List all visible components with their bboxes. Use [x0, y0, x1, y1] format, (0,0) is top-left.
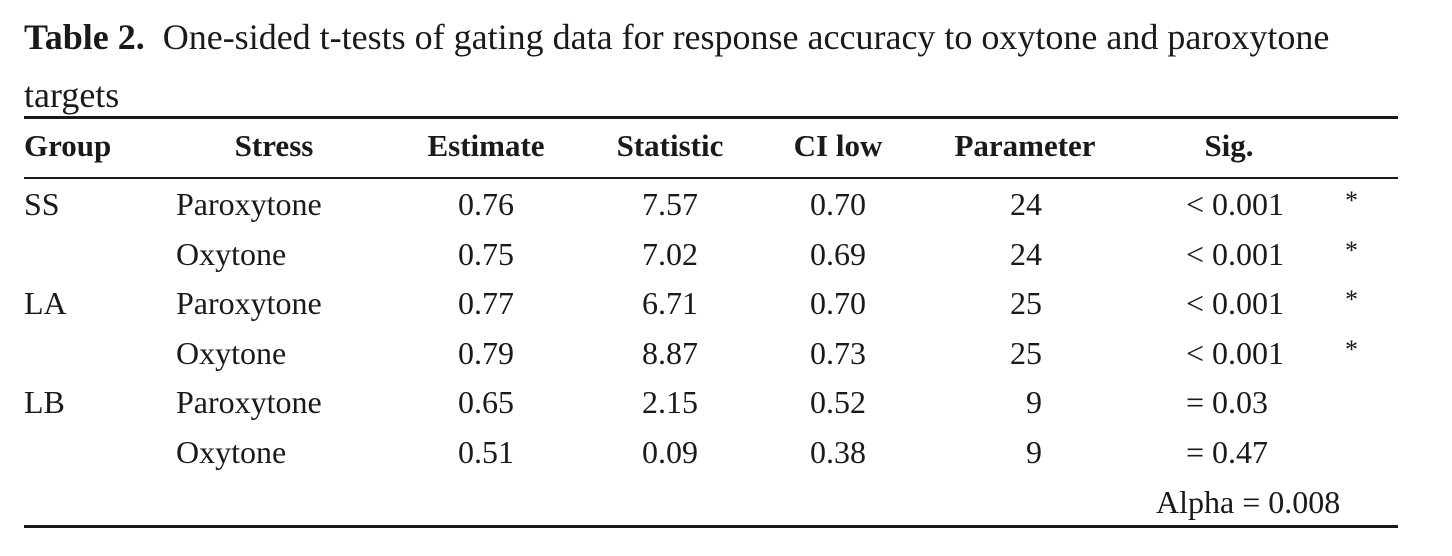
cell-estimate: 0.79 [458, 334, 514, 371]
header-estimate: Estimate [427, 128, 545, 163]
table-caption-label: Table 2. [24, 17, 145, 57]
cell-group: LA [24, 285, 67, 322]
table-bottom-rule [24, 525, 1398, 528]
cell-stress: Paroxytone [176, 285, 322, 322]
cell-parameter: 24 [1010, 235, 1042, 272]
cell-estimate: 0.77 [458, 285, 514, 322]
table-header-rule [24, 177, 1398, 179]
cell-ci-low: 0.70 [810, 186, 866, 222]
cell-parameter: 24 [1010, 186, 1042, 222]
cell-group: LB [24, 384, 65, 421]
header-parameter: Parameter [954, 128, 1096, 163]
cell-ci-low: 0.38 [810, 434, 866, 470]
cell-statistic: 0.09 [642, 434, 698, 470]
cell-stress: Oxytone [176, 434, 287, 470]
cell-statistic: 8.87 [642, 334, 698, 371]
cell-statistic: 6.71 [642, 285, 698, 322]
cell-ci-low: 0.73 [810, 334, 866, 371]
table-top-rule [24, 116, 1398, 119]
cell-parameter: 9 [1026, 434, 1042, 470]
cell-stress: Oxytone [176, 334, 287, 371]
cell-statistic: 2.15 [642, 384, 698, 421]
cell-sig: < 0.001 [1186, 186, 1285, 222]
alpha-note: Alpha = 0.008 [1156, 484, 1341, 520]
cell-parameter: 25 [1010, 285, 1042, 322]
cell-stress: Oxytone [176, 235, 287, 272]
cell-group: SS [24, 186, 60, 222]
header-sig: Sig. [1204, 128, 1254, 163]
header-stress: Stress [234, 128, 314, 163]
header-group: Group [24, 128, 112, 163]
cell-parameter: 25 [1010, 334, 1042, 371]
cell-estimate: 0.65 [458, 384, 514, 421]
cell-sig: < 0.001 [1186, 235, 1285, 272]
cell-sig: < 0.001 [1186, 285, 1285, 322]
cell-statistic: 7.57 [642, 186, 698, 222]
cell-parameter: 9 [1026, 384, 1042, 421]
cell-sig: = 0.47 [1186, 434, 1269, 470]
cell-ci-low: 0.69 [810, 235, 866, 272]
significance-star: * [1345, 186, 1358, 215]
cell-statistic: 7.02 [642, 235, 698, 272]
cell-stress: Paroxytone [176, 384, 322, 421]
cell-sig: < 0.001 [1186, 334, 1285, 371]
cell-stress: Paroxytone [176, 186, 322, 222]
header-statistic: Statistic [616, 128, 724, 163]
cell-sig: = 0.03 [1186, 384, 1269, 421]
table-caption: Table 2. One-sided t-tests of gating dat… [24, 8, 1414, 124]
cell-ci-low: 0.52 [810, 384, 866, 421]
table-caption-text: One-sided t-tests of gating data for res… [24, 17, 1330, 115]
header-ci-low: CI low [793, 128, 883, 163]
cell-estimate: 0.75 [458, 235, 514, 272]
cell-ci-low: 0.70 [810, 285, 866, 322]
significance-star: * [1345, 235, 1358, 265]
significance-star: * [1345, 285, 1358, 315]
significance-star: * [1345, 334, 1358, 364]
cell-estimate: 0.76 [458, 186, 514, 222]
cell-estimate: 0.51 [458, 434, 514, 470]
